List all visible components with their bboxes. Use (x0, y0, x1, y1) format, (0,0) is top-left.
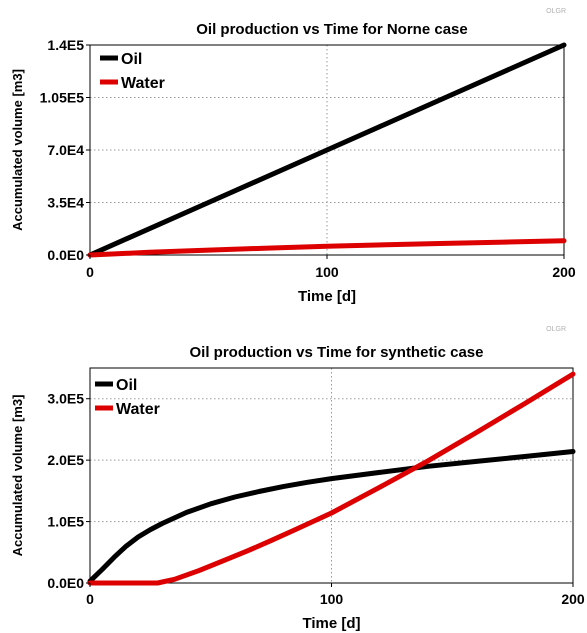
watermark-text: OLGR (546, 8, 566, 15)
y-axis-label: Accumulated volume [m3] (10, 69, 25, 231)
x-tick-label: 200 (561, 591, 585, 607)
y-tick-label: 3.0E5 (47, 391, 84, 407)
x-tick-label: 0 (86, 264, 94, 280)
y-tick-label: 1.4E5 (47, 37, 84, 53)
y-tick-label: 3.5E4 (47, 195, 84, 211)
y-tick-label: 1.05E5 (40, 90, 85, 106)
series-line-water (87, 371, 576, 586)
series-line-water (87, 238, 567, 258)
chart-title: Oil production vs Time for synthetic cas… (190, 344, 484, 361)
x-tick-label: 0 (86, 591, 94, 607)
series-line-oil (87, 42, 567, 258)
x-axis-label: Time [d] (298, 288, 356, 305)
x-tick-label: 200 (552, 264, 576, 280)
y-tick-label: 2.0E5 (47, 452, 84, 468)
x-tick-label: 100 (320, 591, 344, 607)
legend-label-water: Water (121, 75, 165, 92)
legend-label-oil: Oil (116, 377, 137, 394)
y-tick-label: 1.0E5 (47, 514, 84, 530)
series-line-oil (87, 449, 576, 584)
y-tick-label: 0.0E0 (47, 575, 84, 591)
legend-label-oil: Oil (121, 51, 142, 68)
chart-synthetic: OLGR Oil production vs Time for synthetic… (10, 326, 585, 632)
chart-norne: OLGR Oil production vs Time for Norne cas… (10, 8, 576, 305)
y-tick-label: 0.0E0 (47, 247, 84, 263)
chart-title: Oil production vs Time for Norne case (196, 21, 467, 38)
legend-label-water: Water (116, 401, 160, 418)
watermark-text: OLGR (546, 326, 566, 333)
y-axis-label: Accumulated volume [m3] (10, 395, 25, 557)
y-tick-label: 7.0E4 (47, 142, 84, 158)
x-axis-label: Time [d] (302, 615, 360, 632)
x-tick-label: 100 (315, 264, 339, 280)
